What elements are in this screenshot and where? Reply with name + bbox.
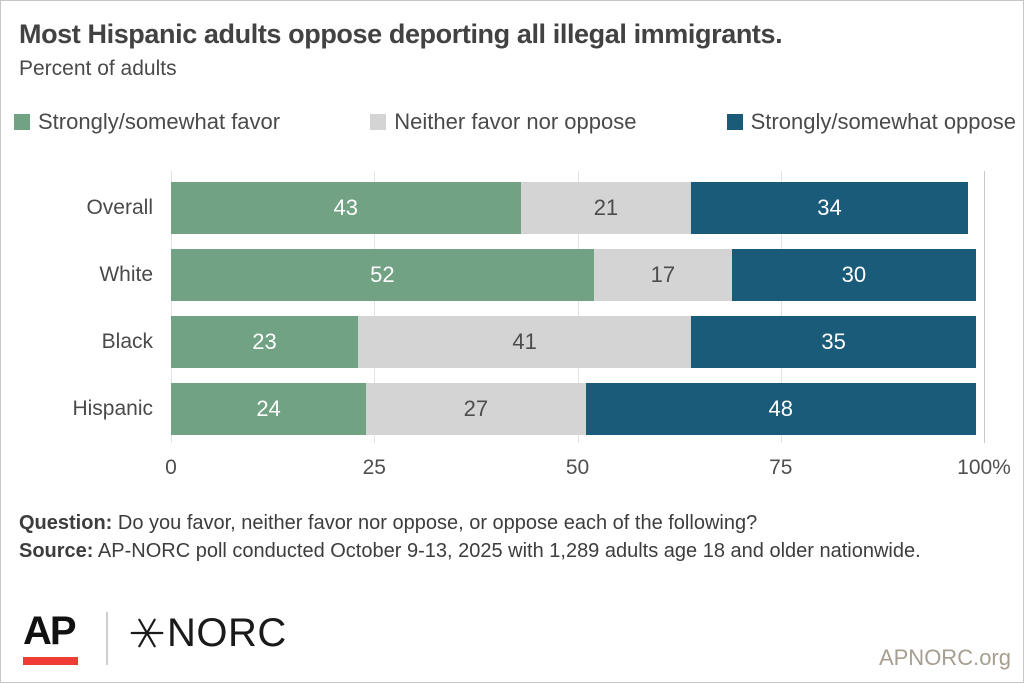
legend-label: Strongly/somewhat oppose <box>750 109 1016 134</box>
gridline <box>374 171 376 443</box>
ap-logo: AP <box>23 609 78 665</box>
x-axis-tick: 0 <box>165 456 177 479</box>
legend-label: Neither favor nor oppose <box>394 109 637 134</box>
x-axis-tick: 75 <box>769 456 793 479</box>
legend: Strongly/somewhat favor Neither favor nor… <box>14 109 1016 135</box>
bar-segment: 34 <box>691 182 968 234</box>
legend-swatch-icon <box>14 114 30 130</box>
question-label: Question: <box>19 512 113 534</box>
gridline <box>577 171 579 443</box>
bar-segment: 27 <box>366 383 586 435</box>
legend-item: Strongly/somewhat favor <box>14 109 280 135</box>
plot-area: 43 21 34 52 17 30 23 41 35 24 27 48 <box>171 171 985 443</box>
bar-segment: 35 <box>691 316 976 368</box>
bar-row-white: 52 17 30 <box>171 249 984 301</box>
bar-segment: 23 <box>171 316 358 368</box>
bar-value-label: 21 <box>593 195 619 220</box>
ap-red-underline <box>23 657 78 665</box>
norc-logo: NORC <box>130 612 287 654</box>
question-note: Question: Do you favor, neither favor no… <box>19 509 929 537</box>
bar-row-black: 23 41 35 <box>171 316 984 368</box>
category-label: Hispanic <box>72 397 153 420</box>
source-text: AP-NORC poll conducted October 9-13, 202… <box>93 540 921 562</box>
gridline <box>171 171 172 443</box>
bar-segment: 17 <box>593 249 732 301</box>
gridline <box>984 171 985 443</box>
bar-segment: 52 <box>171 249 594 301</box>
category-label: White <box>99 263 153 286</box>
bar-value-label: 43 <box>333 195 359 220</box>
branding: AP NORC <box>23 609 287 665</box>
bar-value-label: 52 <box>370 262 395 287</box>
bar-value-label: 48 <box>768 396 793 421</box>
source-label: Source: <box>19 540 94 562</box>
question-text: Do you favor, neither favor nor oppose, … <box>112 512 758 534</box>
bar-segment: 30 <box>731 249 976 301</box>
bar-value-label: 35 <box>821 329 846 354</box>
chart-title: Most Hispanic adults oppose deporting al… <box>19 19 783 49</box>
x-axis-tick: 25 <box>362 456 386 479</box>
bar-value-label: 27 <box>463 396 489 421</box>
legend-label: Strongly/somewhat favor <box>38 109 281 134</box>
x-axis-tick: 50 <box>565 456 590 479</box>
chart-subtitle: Percent of adults <box>19 57 177 80</box>
bar-segment: 48 <box>585 383 976 435</box>
legend-item: Neither favor nor oppose <box>370 109 636 135</box>
bar-segment: 41 <box>357 316 692 368</box>
website-link[interactable]: APNORC.org <box>878 645 1011 670</box>
category-label: Overall <box>86 196 153 219</box>
gridline <box>780 171 782 443</box>
bar-segment: 43 <box>171 182 521 234</box>
footnotes: Question: Do you favor, neither favor no… <box>19 509 929 565</box>
legend-swatch-icon <box>726 114 743 130</box>
bar-value-label: 41 <box>512 329 537 354</box>
source-note: Source: AP-NORC poll conducted October 9… <box>19 537 929 565</box>
x-axis-tick: 100% <box>957 456 1011 479</box>
six-point-star-icon <box>130 618 164 648</box>
bar-value-label: 23 <box>252 329 277 354</box>
norc-logo-text: NORC <box>167 611 287 655</box>
bar-value-label: 34 <box>817 195 842 220</box>
bar-segment: 24 <box>171 383 367 435</box>
bar-value-label: 30 <box>841 262 867 287</box>
bar-value-label: 17 <box>650 262 676 287</box>
legend-swatch-icon <box>370 114 387 130</box>
category-label: Black <box>101 330 153 353</box>
bar-row-hispanic: 24 27 48 <box>171 383 984 435</box>
ap-logo-text: AP <box>23 609 77 653</box>
legend-item: Strongly/somewhat oppose <box>726 109 1016 135</box>
bar-value-label: 24 <box>256 396 281 421</box>
logo-divider <box>106 612 108 665</box>
bar-row-overall: 43 21 34 <box>171 182 984 234</box>
bar-segment: 21 <box>520 182 692 234</box>
